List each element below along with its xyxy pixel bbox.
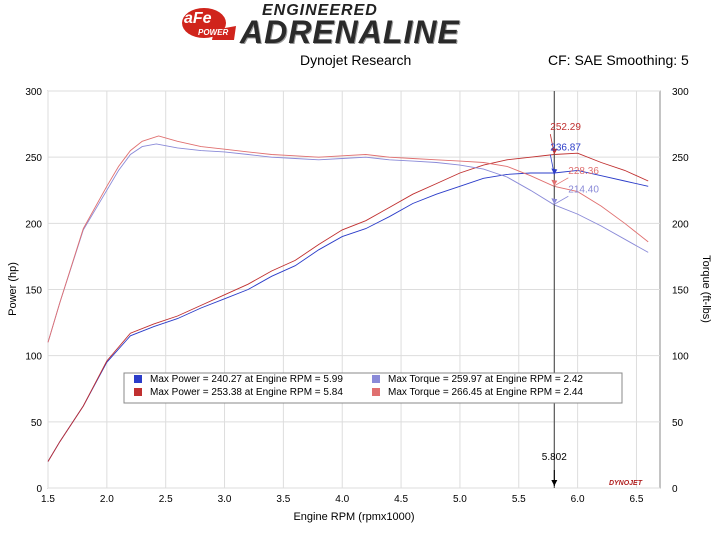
x-tick-label: 4.0 — [335, 494, 349, 505]
readout-arrow-icon — [551, 179, 558, 186]
rpm-cursor[interactable]: 5.802 — [542, 91, 567, 488]
readout-value-light_red: 228.36 — [568, 166, 599, 177]
readout-value-red: 252.29 — [550, 122, 581, 133]
legend-swatch-blue — [134, 375, 142, 383]
series-line-torque-light_blue — [47, 143, 649, 343]
y-right-tick-label: 50 — [672, 418, 684, 429]
readout-value-blue: 236.87 — [550, 143, 581, 154]
afe-logo-text: aFe — [184, 10, 212, 27]
x-tick-label: 4.5 — [394, 494, 408, 505]
cursor-readouts: 252.29 236.87 228.36 214.40 — [549, 122, 599, 205]
afe-logo-icon — [182, 8, 236, 40]
legend-entry: Max Power = 253.38 at Engine RPM = 5.84 — [150, 387, 343, 398]
series-lines — [47, 135, 649, 462]
y-left-tick-label: 300 — [25, 87, 42, 98]
readout-arrow-icon — [551, 148, 558, 155]
y-left-tick-label: 100 — [25, 352, 42, 363]
series-line-torque-light_red — [47, 135, 649, 343]
series-line-power-red — [47, 152, 649, 462]
y-left-tick-label: 0 — [36, 484, 42, 495]
y-right-tick-label: 100 — [672, 352, 689, 363]
y-right-tick-label: 200 — [672, 219, 689, 230]
y-axis-left-ticks: 0 50 100 150 200 250 300 — [25, 87, 42, 495]
y-left-tick-label: 50 — [31, 418, 43, 429]
x-tick-label: 2.5 — [159, 494, 173, 505]
y-axis-right-ticks: 0 50 100 150 200 250 300 — [672, 87, 689, 495]
grid-lines — [47, 90, 660, 489]
cursor-rpm-label: 5.802 — [542, 452, 567, 463]
dynojet-watermark: DYNOJET — [609, 480, 643, 487]
x-axis-title: Engine RPM (rpmx1000) — [293, 511, 414, 523]
y-axis-right-title: Torque (ft-lbs) — [700, 255, 712, 323]
readout-leader — [554, 195, 569, 205]
correction-info: CF: SAE Smoothing: 5 — [548, 52, 689, 68]
y-left-tick-label: 150 — [25, 286, 42, 297]
afe-logo-subtext: POWER — [198, 28, 229, 37]
series-line-power-blue — [47, 169, 649, 462]
x-axis-ticks: 1.5 2.0 2.5 3.0 3.5 4.0 4.5 5.0 5.5 6.0 6.5 — [41, 494, 644, 505]
x-tick-label: 3.5 — [276, 494, 290, 505]
chart-subtitle: Dynojet Research — [300, 52, 412, 68]
legend-swatch-light_red — [372, 388, 380, 396]
legend: Max Power = 240.27 at Engine RPM = 5.99 M… — [123, 372, 623, 404]
chart-header: aFe POWER ENGINEERED ADRENALINE Dynojet … — [0, 0, 720, 80]
readout-arrow-icon — [551, 198, 558, 205]
y-right-tick-label: 0 — [672, 484, 678, 495]
x-tick-label: 2.0 — [100, 494, 114, 505]
x-tick-label: 5.5 — [512, 494, 526, 505]
x-tick-label: 3.0 — [218, 494, 232, 505]
readout-leader — [554, 177, 569, 187]
x-tick-label: 1.5 — [41, 494, 55, 505]
y-right-tick-label: 250 — [672, 153, 689, 164]
y-right-tick-label: 150 — [672, 286, 689, 297]
legend-entry: Max Torque = 266.45 at Engine RPM = 2.44 — [388, 387, 583, 398]
cursor-arrow-icon — [551, 480, 558, 486]
legend-entry: Max Power = 240.27 at Engine RPM = 5.99 — [150, 374, 343, 385]
legend-entry: Max Torque = 259.97 at Engine RPM = 2.42 — [388, 374, 583, 385]
legend-swatch-red — [134, 388, 142, 396]
y-axis-left-title: Power (hp) — [7, 262, 19, 316]
y-left-tick-label: 200 — [25, 219, 42, 230]
x-tick-label: 5.0 — [453, 494, 467, 505]
legend-swatch-light_blue — [372, 375, 380, 383]
y-right-tick-label: 300 — [672, 87, 689, 98]
y-left-tick-label: 250 — [25, 153, 42, 164]
x-tick-label: 6.5 — [630, 494, 644, 505]
readout-arrow-icon — [551, 168, 558, 175]
brand-name: ADRENALINE — [240, 14, 460, 50]
readout-value-light_blue: 214.40 — [568, 184, 599, 195]
x-tick-label: 6.0 — [571, 494, 585, 505]
brand-tagline: ENGINEERED — [262, 2, 378, 19]
